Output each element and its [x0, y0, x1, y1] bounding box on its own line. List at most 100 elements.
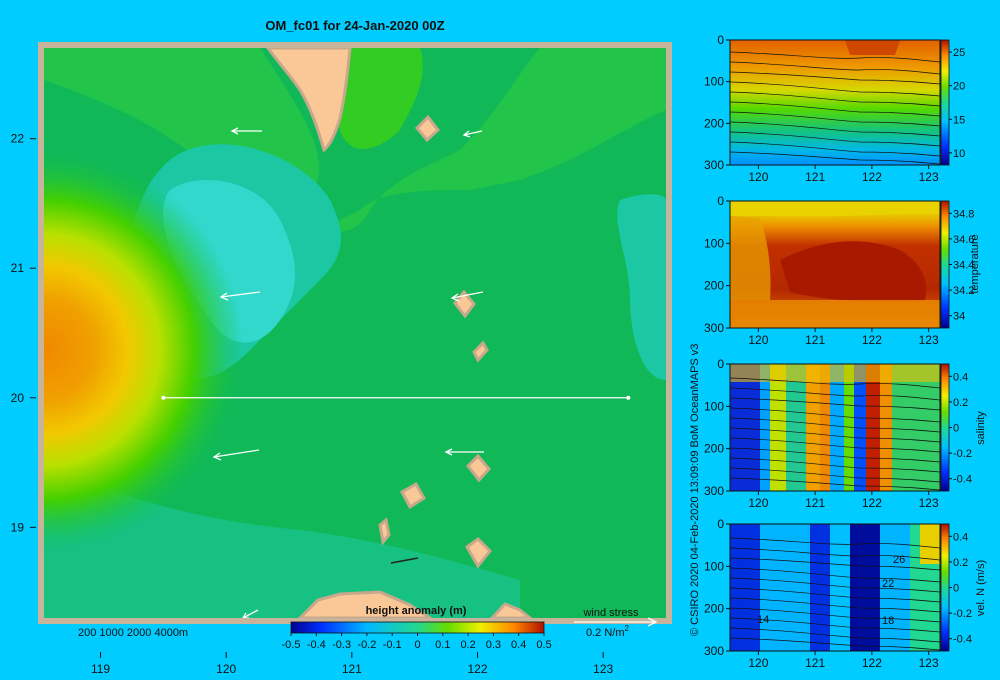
- colorbar-tick-label: 20: [953, 81, 965, 93]
- salinity-axes: 120 121 122 123 0 100 200 300 34 34.2 34.4 34.6 34.8: [704, 194, 974, 347]
- colorbar-tick-label: 0.1: [435, 639, 450, 651]
- y-tick-label: 100: [704, 559, 724, 573]
- island: [465, 537, 493, 569]
- eastward-velocity-panel: 26 22 18 14 vel. N (m/s) 120 121 122 123 0 10…: [704, 517, 987, 670]
- map-x-tick-label: 121: [342, 662, 362, 676]
- isotherm: [730, 447, 940, 463]
- plot-frame: [729, 39, 941, 166]
- y-tick-label: 200: [704, 116, 724, 130]
- colorbar: [940, 200, 950, 329]
- temperature-surface-patch: [845, 40, 900, 55]
- colorbar-tick-label: -0.4: [953, 634, 972, 646]
- island: [472, 340, 489, 363]
- wind-arrow: [444, 448, 484, 456]
- isotherm: [730, 457, 940, 473]
- temperature-axes: 120 121 122 123 0 100 200 300 10 15 20 25: [704, 33, 965, 184]
- colorbar-tick-label: 0.2: [953, 557, 968, 569]
- colorbar-tick-label: -0.2: [953, 448, 972, 460]
- map-x-tick-label: 119: [91, 662, 110, 676]
- isotherm: [730, 141, 940, 157]
- wind-vectors: [212, 127, 484, 618]
- isotherm: [730, 617, 940, 633]
- land-north: [266, 48, 352, 153]
- colorbar-tick-label: 0: [414, 639, 420, 651]
- wind-arrow: [219, 291, 261, 301]
- wind-arrow: [462, 130, 483, 138]
- isotherm: [730, 61, 940, 75]
- y-tick-label: 300: [704, 644, 724, 658]
- colorbar-tick-label: 34.2: [953, 285, 974, 297]
- x-tick-label: 122: [862, 170, 882, 184]
- colorbar-tick-label: -0.4: [953, 474, 972, 486]
- colorbar-tick-label: 10: [953, 148, 965, 160]
- salinity-bottom: [730, 300, 940, 328]
- colorbar-tick-label: -0.4: [307, 639, 326, 651]
- x-tick-label: 120: [748, 170, 768, 184]
- x-tick-label: 123: [919, 333, 939, 347]
- land-south-east: [489, 602, 533, 618]
- isotherm: [730, 397, 940, 411]
- isotherm: [730, 151, 940, 165]
- x-tick-label: 120: [748, 496, 768, 510]
- colorbar-tick-label: 0.4: [511, 639, 526, 651]
- land-masses: [266, 48, 533, 618]
- colorbar-tick-label: -0.2: [953, 608, 972, 620]
- colorbar-tick-label: 0.2: [460, 639, 475, 651]
- colorbar-tick-label: 0.5: [536, 639, 551, 651]
- isotherm: [730, 101, 940, 117]
- isotherm: [730, 377, 940, 389]
- y-tick-label: 200: [704, 602, 724, 616]
- x-tick-label: 120: [748, 656, 768, 670]
- colorbar-label: vel. N (m/s): [975, 560, 987, 616]
- map-x-tick-label: 123: [593, 662, 613, 676]
- isotherm: [730, 587, 940, 603]
- x-tick-label: 123: [919, 170, 939, 184]
- ssh-contour-east: [617, 194, 666, 380]
- colorbar-tick-label: 0: [953, 583, 959, 595]
- island-line: [390, 557, 419, 564]
- wind-key-value: 0.2 N/m2: [586, 624, 630, 639]
- colorbar-tick-label: 0.4: [953, 531, 968, 543]
- y-tick-label: 200: [704, 442, 724, 456]
- ssh-contour-southwest: [44, 460, 520, 618]
- colorbar-tick-label: -0.5: [282, 639, 301, 651]
- island: [378, 517, 391, 546]
- wind-arrow: [242, 609, 259, 618]
- isotherm: [730, 81, 940, 97]
- isotherm: [730, 597, 940, 613]
- isotherms: [730, 537, 940, 651]
- y-tick-label: 0: [717, 357, 724, 371]
- x-tick-label: 121: [805, 333, 825, 347]
- colorbar: [290, 621, 545, 634]
- colorbar-tick-label: 25: [953, 47, 965, 59]
- isotherm: [730, 71, 940, 85]
- island: [465, 453, 491, 483]
- salinity-panel: temperature 120 121 122 123 0 100 200 300 34 34.2…: [704, 194, 981, 347]
- section-end-marker: [626, 395, 631, 400]
- contour-label: 18: [882, 615, 894, 627]
- x-tick-label: 122: [862, 656, 882, 670]
- colorbar-tick-label: -0.1: [383, 639, 402, 651]
- isotherm: [730, 111, 940, 127]
- wind-arrow: [212, 449, 260, 461]
- map-y-tick-label: 19: [11, 520, 25, 534]
- colorbar-tick-label: -0.2: [357, 639, 376, 651]
- vel-e-bands: [730, 524, 940, 651]
- y-tick-label: 0: [717, 194, 724, 208]
- chart-title: OM_fc01 for 24-Jan-2020 00Z: [265, 18, 444, 33]
- credit-text: © CSIRO 2020 04-Feb-2020 13:09:09 BoM Oc…: [689, 344, 701, 636]
- x-tick-label: 121: [805, 170, 825, 184]
- temperature-field: [730, 40, 940, 165]
- map-panel: 200 1000 2000 4000m height anomaly (m) -…: [11, 42, 672, 676]
- plot-frame: [729, 363, 941, 492]
- salinity-west-band: [730, 216, 771, 300]
- isotherm: [730, 607, 940, 623]
- wind-key-number: 0.2 N/m: [586, 627, 625, 639]
- colorbar-tick-label: 0.4: [953, 371, 968, 383]
- colorbar: [940, 523, 950, 652]
- colorbar-tick-label: 0: [953, 423, 959, 435]
- map-x-tick-label: 120: [216, 662, 236, 676]
- x-tick-label: 123: [919, 656, 939, 670]
- x-tick-label: 122: [862, 333, 882, 347]
- isotherms: [730, 51, 940, 165]
